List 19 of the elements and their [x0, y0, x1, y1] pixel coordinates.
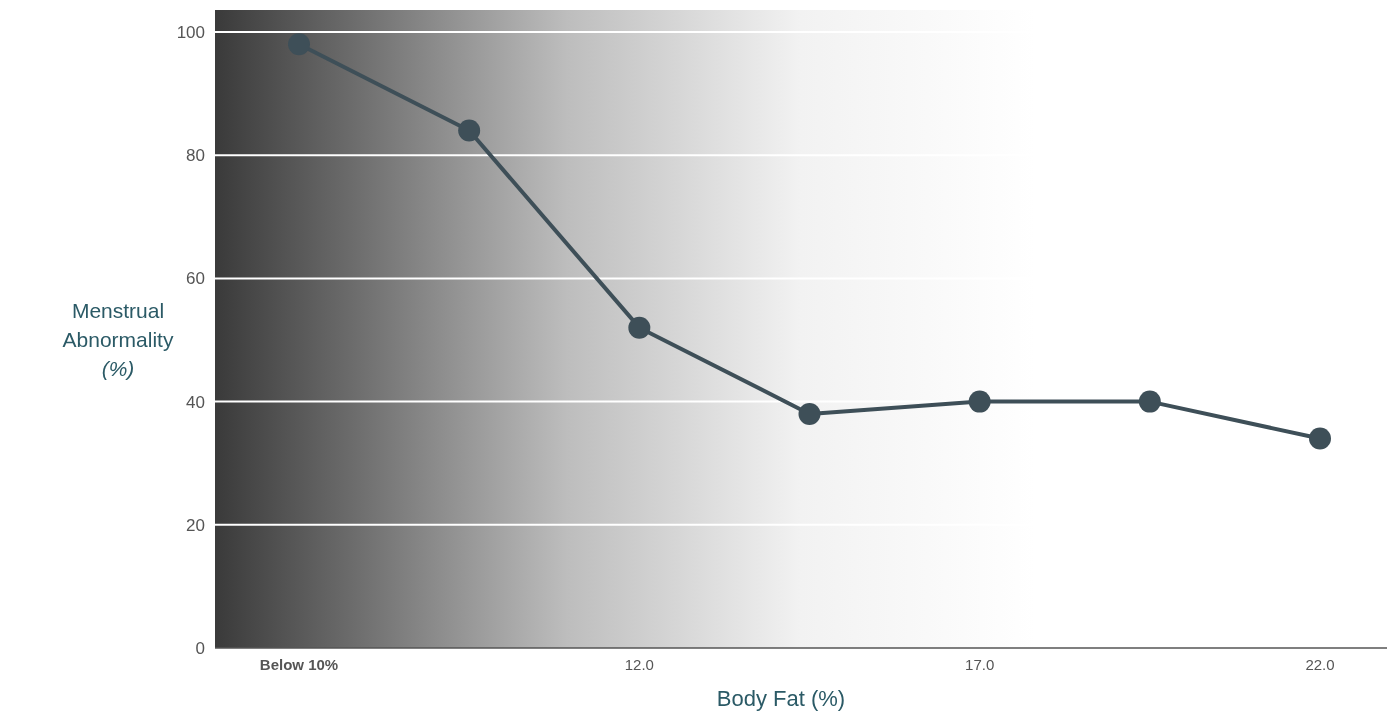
point: [628, 316, 651, 339]
y-tick-label: 40: [186, 392, 205, 412]
y-tick-label: 80: [186, 146, 205, 166]
x-tick-label: 22.0: [1305, 656, 1335, 673]
y-tick-label: 60: [186, 269, 205, 289]
x-tick-label: 12.0: [624, 656, 654, 673]
y-axis-title: Menstrual Abnormality (%): [62, 299, 174, 380]
y-tick-label: 0: [195, 638, 205, 658]
point: [968, 390, 991, 413]
x-tick-label: Below 10%: [259, 656, 339, 673]
point: [1138, 390, 1161, 413]
point: [458, 119, 481, 142]
point: [288, 33, 310, 56]
x-tick-label: 17.0: [965, 656, 995, 673]
point: [798, 402, 821, 425]
y-tick-label: 20: [186, 515, 205, 535]
x-axis-title: Body Fat (%): [716, 686, 846, 711]
y-tick-label: 100: [176, 22, 205, 42]
point: [1309, 427, 1331, 450]
